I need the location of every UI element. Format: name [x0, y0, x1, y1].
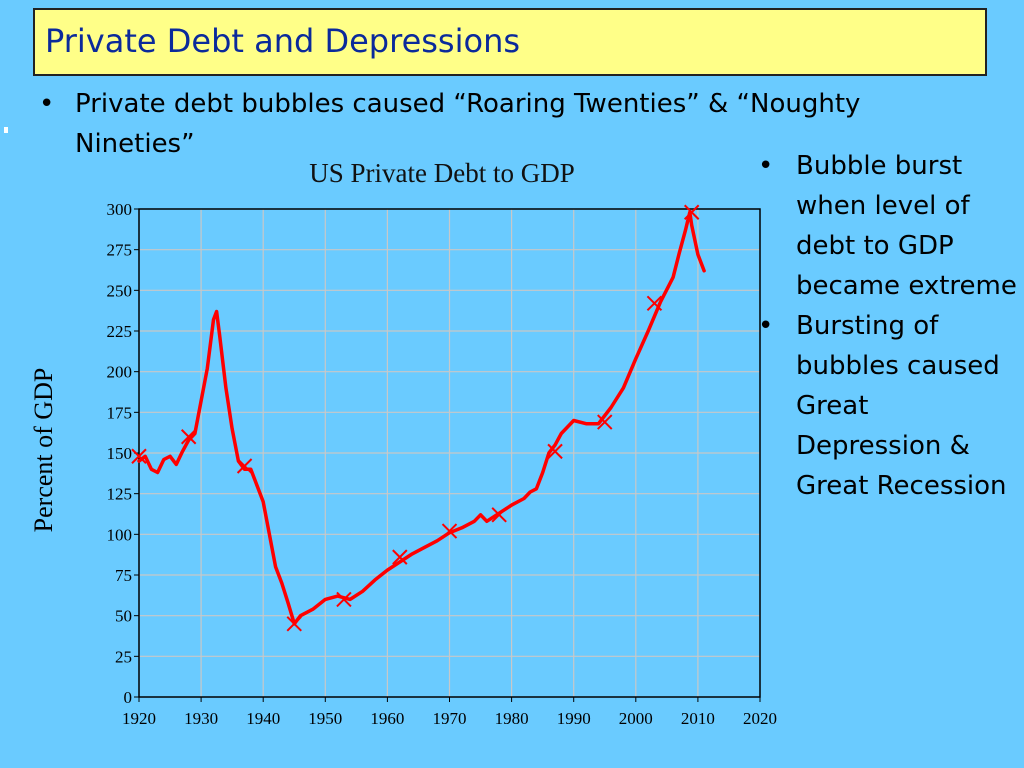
y-tick-label: 150	[107, 444, 133, 463]
y-ticks: 0 25 50 75 100 125 150 175 200 225 250 275 300	[107, 200, 139, 707]
chart-title: US Private Debt to GDP	[309, 158, 575, 188]
slide-title: Private Debt and Depressions	[45, 22, 521, 60]
data-marker	[180, 429, 197, 445]
data-marker	[547, 443, 563, 460]
bullet-dot: •	[758, 151, 774, 181]
data-marker	[336, 591, 352, 608]
right-bullet-2: • Bursting of bubbles caused Great Depre…	[758, 306, 1021, 506]
top-bullet-text: Private debt bubbles caused “Roaring Twe…	[75, 89, 861, 159]
data-marker	[646, 295, 663, 312]
slide-marker	[4, 127, 8, 133]
y-tick-label: 300	[107, 200, 133, 219]
right-bullet-2-text: Bursting of bubbles caused Great Depress…	[796, 311, 1007, 501]
y-tick-label: 25	[115, 647, 132, 666]
y-tick-label: 225	[107, 322, 133, 341]
x-tick-label: 2020	[743, 709, 777, 728]
x-tick-label: 1950	[308, 709, 342, 728]
y-tick-label: 125	[107, 485, 133, 504]
data-marker	[286, 616, 302, 632]
data-marker	[392, 549, 408, 565]
markers	[131, 204, 700, 632]
x-tick-label: 1960	[370, 709, 404, 728]
grid	[139, 209, 760, 697]
right-bullets: • Bubble burst when level of debt to GDP…	[758, 146, 1021, 506]
top-bullet: • Private debt bubbles caused “Roaring T…	[39, 84, 895, 164]
y-axis-label: Percent of GDP	[29, 368, 58, 533]
right-bullet-1-text: Bubble burst when level of debt to GDP b…	[796, 151, 1017, 301]
bullet-dot: •	[39, 89, 55, 119]
right-bullet-1: • Bubble burst when level of debt to GDP…	[758, 146, 1021, 306]
x-tick-label: 1920	[122, 709, 156, 728]
x-tick-label: 1930	[184, 709, 218, 728]
x-tick-label: 1980	[495, 709, 529, 728]
y-tick-label: 50	[115, 607, 132, 626]
x-tick-label: 2000	[619, 709, 653, 728]
y-tick-label: 250	[107, 281, 133, 300]
data-marker	[597, 414, 613, 430]
x-ticks: 1920 1930 1940 1950 1960 1970 1980 1990 2000 2010…	[122, 697, 777, 728]
y-tick-label: 175	[107, 403, 133, 422]
data-marker	[131, 448, 147, 464]
y-tick-label: 275	[107, 241, 133, 260]
y-tick-label: 0	[124, 688, 133, 707]
x-tick-label: 1940	[246, 709, 280, 728]
data-marker	[236, 458, 253, 474]
y-tick-label: 75	[115, 566, 132, 585]
bullet-dot: •	[758, 311, 774, 341]
x-tick-label: 2010	[681, 709, 715, 728]
data-marker	[683, 204, 700, 220]
x-tick-label: 1970	[433, 709, 467, 728]
series-line	[137, 210, 706, 626]
data-marker	[491, 507, 507, 523]
x-tick-label: 1990	[557, 709, 591, 728]
title-box: Private Debt and Depressions	[33, 8, 987, 76]
y-tick-label: 200	[107, 363, 133, 382]
data-marker	[441, 523, 458, 539]
y-tick-label: 100	[107, 525, 133, 544]
